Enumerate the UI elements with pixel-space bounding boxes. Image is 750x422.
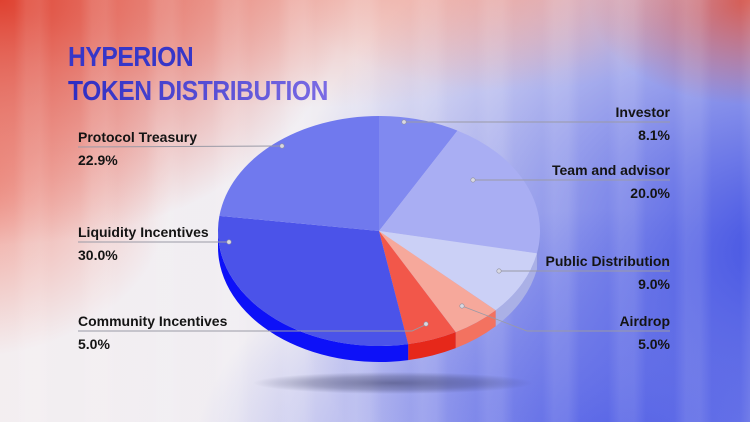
slice-label-community-incentives: Community Incentives 5.0%: [78, 312, 227, 354]
title-line-2: TOKEN DISTRIBUTION: [68, 75, 328, 106]
slice-label-public-distribution: Public Distribution 9.0%: [546, 252, 670, 294]
leader-dot-team-and-advisor: [470, 177, 476, 183]
leader-line-protocol-treasury: [77, 145, 282, 148]
leader-dot-public-distribution: [496, 268, 502, 274]
title-line-1: HYPERION: [68, 41, 194, 72]
pie-slice-public-distribution: [379, 231, 537, 311]
slice-label-protocol-treasury: Protocol Treasury 22.9%: [78, 128, 197, 170]
leader-dot-investor: [401, 119, 407, 125]
pie-slice-liquidity-incentives: [217, 215, 409, 347]
slice-label-percent: 5.0%: [78, 336, 110, 352]
slice-label-name: Public Distribution: [545, 253, 670, 269]
pie-slice-side-liquidity-incentives: [217, 231, 409, 363]
leader-dot-community-incentives: [423, 321, 429, 327]
pie-slice-side-community-incentives: [408, 332, 456, 361]
slice-label-name: Protocol Treasury: [78, 129, 198, 145]
slice-label-name: Investor: [615, 104, 670, 120]
slice-label-team-and-advisor: Team and advisor 20.0%: [552, 161, 670, 203]
pie-slice-investor: [379, 115, 458, 231]
slice-label-liquidity-incentives: Liquidity Incentives 30.0%: [78, 223, 209, 265]
slice-label-investor: Investor 8.1%: [616, 103, 670, 145]
pie-slice-side-team-and-advisor: [536, 231, 540, 270]
slice-label-percent: 20.0%: [630, 185, 670, 201]
pie-slice-team-and-advisor: [379, 130, 541, 254]
slice-label-percent: 9.0%: [638, 276, 670, 292]
slice-label-name: Community Incentives: [78, 313, 228, 329]
page-title: HYPERION TOKEN DISTRIBUTION: [68, 40, 328, 108]
slice-label-airdrop: Airdrop 5.0%: [619, 312, 670, 354]
pie-shadow: [253, 372, 533, 394]
slice-label-name: Liquidity Incentives: [78, 224, 209, 240]
pie-slice-side-public-distribution: [495, 253, 537, 327]
leader-dot-airdrop: [459, 303, 465, 309]
slice-label-percent: 30.0%: [78, 247, 118, 263]
leader-line-community-incentives: [78, 324, 426, 332]
slice-label-percent: 8.1%: [638, 127, 670, 143]
pie-slice-side-airdrop: [455, 310, 496, 349]
slice-label-percent: 22.9%: [78, 152, 118, 168]
pie-slice-community-incentives: [379, 231, 456, 345]
leader-dot-protocol-treasury: [279, 143, 285, 149]
pie-slice-protocol-treasury: [219, 116, 379, 231]
leader-line-airdrop: [461, 305, 670, 332]
leader-dot-liquidity-incentives: [226, 239, 232, 245]
pie-slice-airdrop: [379, 231, 496, 333]
slice-label-percent: 5.0%: [638, 336, 670, 352]
slice-label-name: Airdrop: [619, 313, 670, 329]
slice-label-name: Team and advisor: [551, 162, 670, 178]
